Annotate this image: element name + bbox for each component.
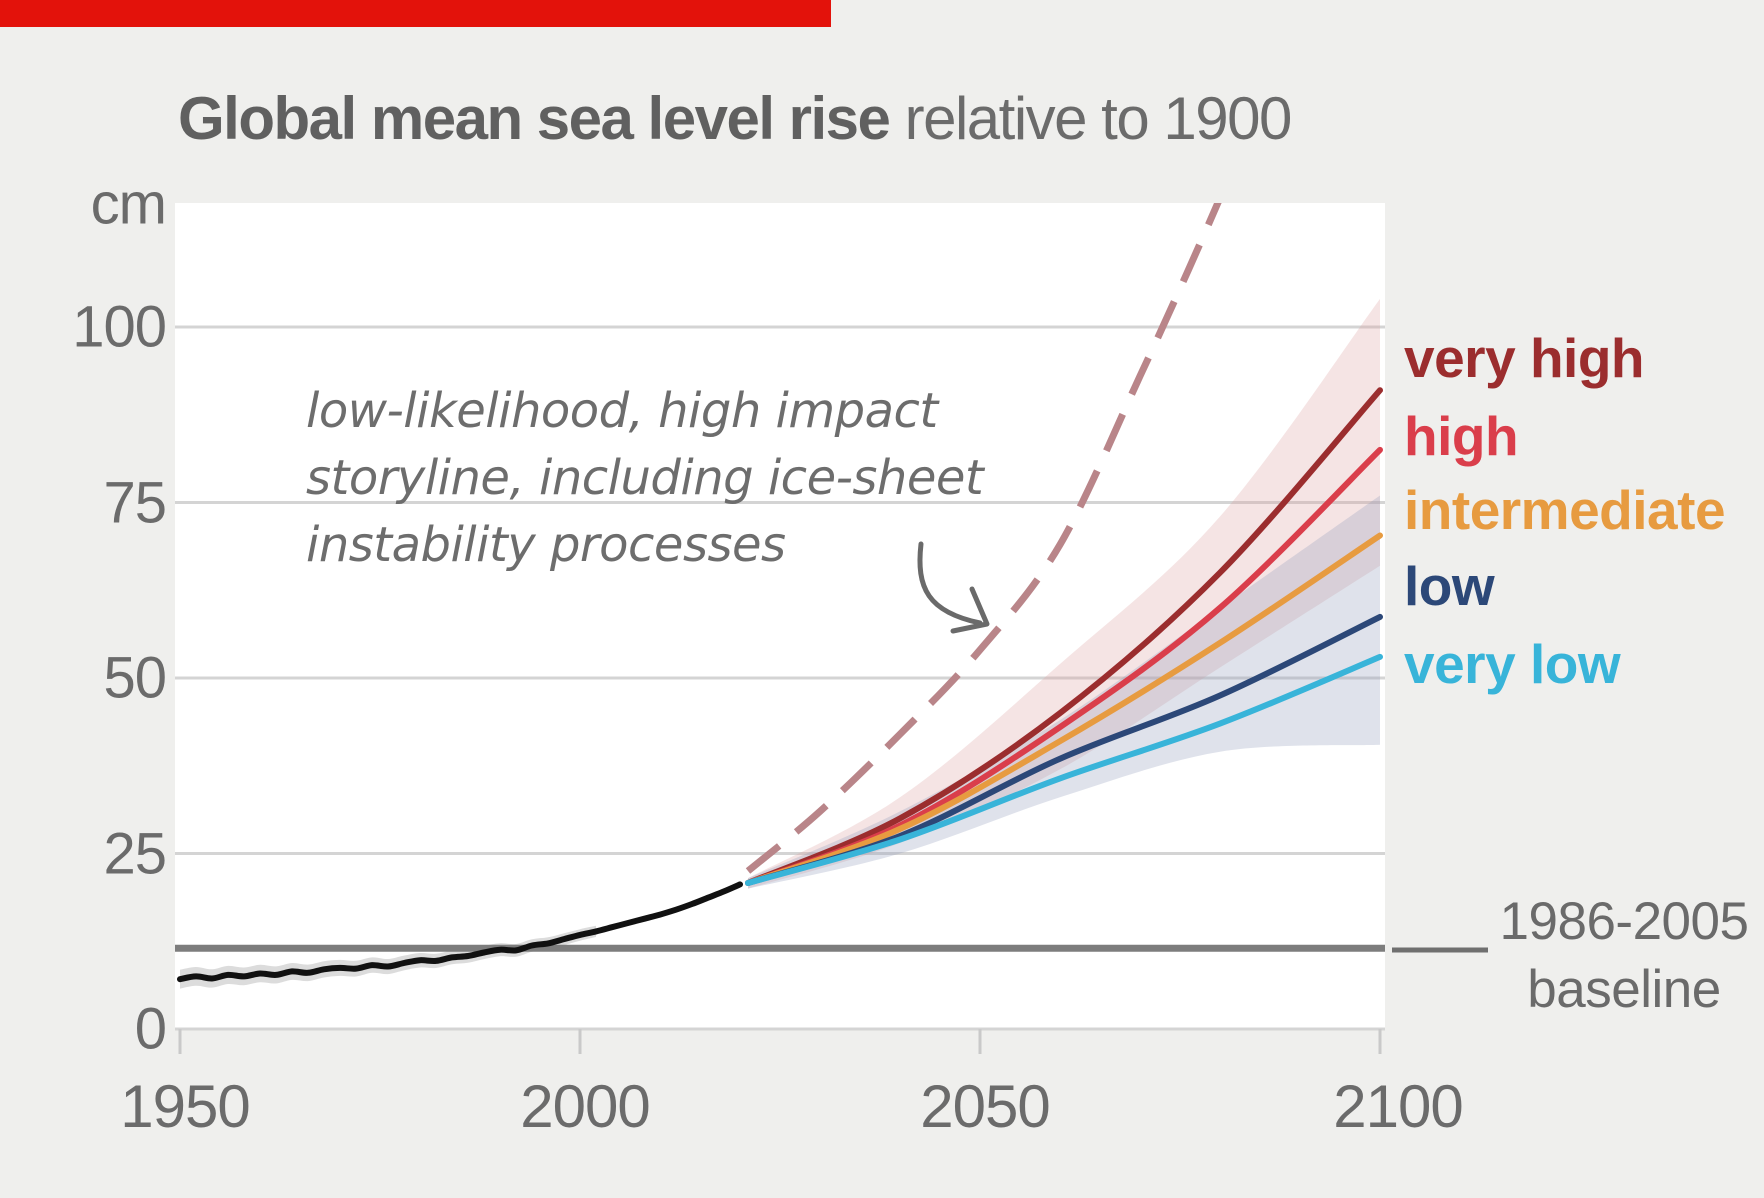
y-tick-label-100: 100 xyxy=(72,294,167,360)
y-tick-label-0: 0 xyxy=(134,996,167,1062)
x-tick-label-2050: 2050 xyxy=(920,1073,1050,1140)
series-line-very-high xyxy=(745,387,1383,886)
x-tick-label-1950: 1950 xyxy=(120,1073,250,1140)
storyline-annotation-line-2: storyline, including ice-sheet xyxy=(306,450,984,506)
uncertainty-bands xyxy=(748,298,1380,889)
plot-area xyxy=(175,203,1385,1029)
series-line-very-low xyxy=(745,653,1383,886)
y-tick-label-75: 75 xyxy=(103,470,167,535)
series-line-intermediate xyxy=(745,532,1383,886)
storyline-dashed-group xyxy=(745,203,1222,874)
y-tick-label-50: 50 xyxy=(103,645,167,711)
storyline-annotation-line-3: instability processes xyxy=(306,517,786,573)
annotation-arrow xyxy=(917,541,983,626)
title-subtitle: relative to 1900 xyxy=(904,85,1293,152)
storyline-annotation: low-likelihood, high impact storyline, i… xyxy=(306,378,984,579)
band-high-scenarios-range xyxy=(748,298,1380,889)
baseline-legend-line-2: baseline xyxy=(1527,960,1721,1019)
title-bold: Global mean sea level rise xyxy=(178,85,891,152)
brand-red-bar xyxy=(0,0,831,27)
x-tick-label-2100: 2100 xyxy=(1333,1073,1463,1140)
storyline-annotation-line-1: low-likelihood, high impact xyxy=(306,383,938,439)
baseline-legend: 1986-2005 baseline xyxy=(1464,888,1764,1024)
y-tick-label-25: 25 xyxy=(103,821,167,886)
historical-line xyxy=(177,881,743,983)
band-low-scenarios-range xyxy=(748,495,1380,889)
annotation-arrowhead-icon xyxy=(950,586,990,634)
scenario-lines xyxy=(745,387,1383,886)
storyline-dashed-line xyxy=(745,203,1222,874)
x-axis-ticks xyxy=(178,1029,1382,1054)
historical-line-group xyxy=(177,881,743,983)
page-title: Global mean sea level rise relative to 1… xyxy=(178,84,1293,153)
y-axis-unit-label: cm xyxy=(90,171,167,237)
legend-item-high: high xyxy=(1404,405,1519,467)
baseline-legend-line-1: 1986-2005 xyxy=(1499,892,1749,951)
x-tick-label-2000: 2000 xyxy=(520,1073,650,1140)
legend-item-low: low xyxy=(1404,555,1495,617)
legend-item-very-low: very low xyxy=(1404,633,1621,695)
legend-item-intermediate: intermediate xyxy=(1404,479,1726,541)
legend-item-very-high: very high xyxy=(1404,327,1645,389)
gridlines xyxy=(175,325,1385,1031)
